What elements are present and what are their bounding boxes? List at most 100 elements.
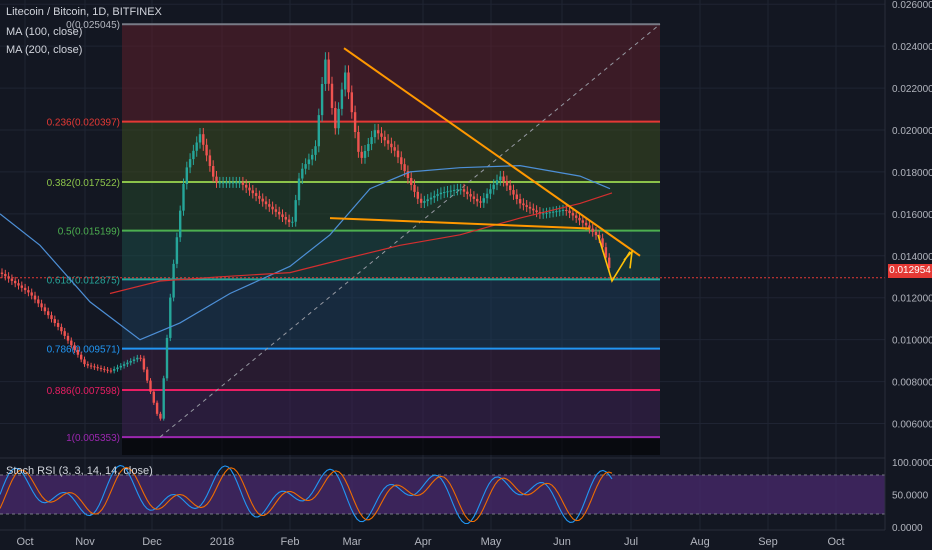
candle-body	[136, 357, 139, 360]
fib-label: 0.886(0.007598)	[47, 386, 120, 397]
candle-body	[185, 167, 188, 185]
x-tick-label: May	[481, 536, 502, 548]
candle-body	[601, 238, 604, 248]
x-tick-label: Apr	[414, 536, 431, 548]
candle-body	[466, 191, 469, 195]
candle-body	[522, 203, 525, 206]
fib-label: 0(0.025045)	[66, 20, 120, 31]
candle-body	[198, 134, 202, 143]
candle-body	[122, 364, 126, 366]
candle-body	[561, 210, 565, 212]
candle-body	[443, 192, 446, 194]
candle-body	[294, 200, 297, 222]
stoch-rsi-label[interactable]: Stoch RSI (3, 3, 14, 14, close)	[6, 465, 153, 477]
candle-body	[367, 144, 370, 151]
candle-body	[20, 285, 23, 288]
candle-body	[261, 198, 264, 202]
candle-body	[380, 133, 383, 137]
candle-body	[594, 231, 598, 236]
ma100-line	[0, 164, 611, 341]
candle-body	[452, 189, 456, 191]
candle-body	[139, 357, 142, 359]
candle-body	[502, 176, 505, 182]
candles	[0, 52, 611, 421]
ma100-label[interactable]: MA (100, close)	[6, 26, 83, 38]
y-tick-label: 0.010000	[892, 336, 932, 347]
rsi-tick-label: 50.0000	[892, 491, 929, 502]
candle-body	[565, 210, 568, 212]
candle-body	[254, 193, 258, 196]
candle-body	[76, 350, 80, 355]
candle-body	[479, 201, 482, 203]
candle-body	[218, 182, 221, 184]
candle-body	[284, 216, 287, 220]
candle-body	[575, 215, 578, 218]
y-tick-label: 0.016000	[892, 210, 932, 221]
candle-body	[172, 263, 175, 298]
x-tick-label: Oct	[16, 536, 33, 548]
candle-body	[499, 176, 502, 181]
candle-body	[271, 206, 274, 210]
projection-arrowhead	[623, 249, 634, 269]
y-tick-label: 0.020000	[892, 126, 932, 137]
candle-body	[179, 210, 182, 238]
candle-body	[512, 190, 515, 195]
candle-body	[320, 83, 324, 116]
candle-body	[337, 108, 340, 129]
candle-body	[558, 210, 561, 212]
rsi-tick-label: 0.0000	[892, 523, 923, 534]
candle-body	[492, 184, 495, 190]
candle-body	[27, 290, 30, 293]
candle-body	[485, 193, 489, 199]
fib-label: 0.236(0.020397)	[47, 118, 120, 129]
ma200-label[interactable]: MA (200, close)	[6, 44, 83, 56]
candle-body	[56, 323, 60, 327]
candle-body	[588, 225, 591, 229]
fib-band	[122, 348, 660, 391]
candle-body	[93, 366, 96, 368]
candle-body	[584, 222, 588, 226]
x-tick-label: Sep	[758, 536, 778, 548]
candle-body	[472, 196, 476, 199]
candle-body	[63, 331, 66, 336]
candle-body	[116, 367, 119, 370]
candle-body	[169, 297, 172, 338]
candle-body	[106, 369, 109, 371]
candle-body	[37, 299, 40, 304]
candle-body	[162, 378, 165, 419]
candle-body	[17, 283, 20, 286]
candle-body	[278, 211, 281, 215]
last-price-tag: 0.012954	[888, 264, 932, 278]
x-tick-label: Oct	[827, 536, 844, 548]
y-tick-label: 0.006000	[892, 420, 932, 431]
x-tick-label: Jul	[624, 536, 638, 548]
y-tick-label: 0.026000	[892, 0, 932, 11]
candle-body	[456, 189, 459, 191]
candle-body	[192, 150, 195, 160]
candle-body	[80, 354, 83, 360]
candle-body	[327, 59, 330, 84]
candle-body	[525, 205, 528, 207]
candle-body	[215, 176, 218, 183]
candle-body	[423, 201, 426, 203]
descending-trendline	[343, 47, 641, 257]
candle-body	[281, 214, 284, 217]
candle-body	[291, 221, 294, 223]
candle-body	[165, 337, 169, 379]
x-tick-label: Dec	[142, 536, 162, 548]
symbol-title: Litecoin / Bitcoin, 1D, BITFINEX	[6, 6, 162, 18]
candle-body	[238, 182, 241, 184]
y-tick-label: 0.008000	[892, 378, 932, 389]
candle-body	[287, 219, 291, 223]
candle-body	[314, 146, 317, 155]
candle-body	[10, 278, 14, 281]
candle-body	[433, 195, 436, 198]
y-tick-label: 0.012000	[892, 294, 932, 305]
candle-body	[469, 194, 472, 197]
candle-body	[383, 136, 386, 141]
fib-label: 0.786(0.009571)	[47, 345, 120, 356]
candle-body	[202, 134, 205, 145]
stoch-rsi-pane	[0, 457, 885, 525]
candle-body	[70, 340, 73, 346]
